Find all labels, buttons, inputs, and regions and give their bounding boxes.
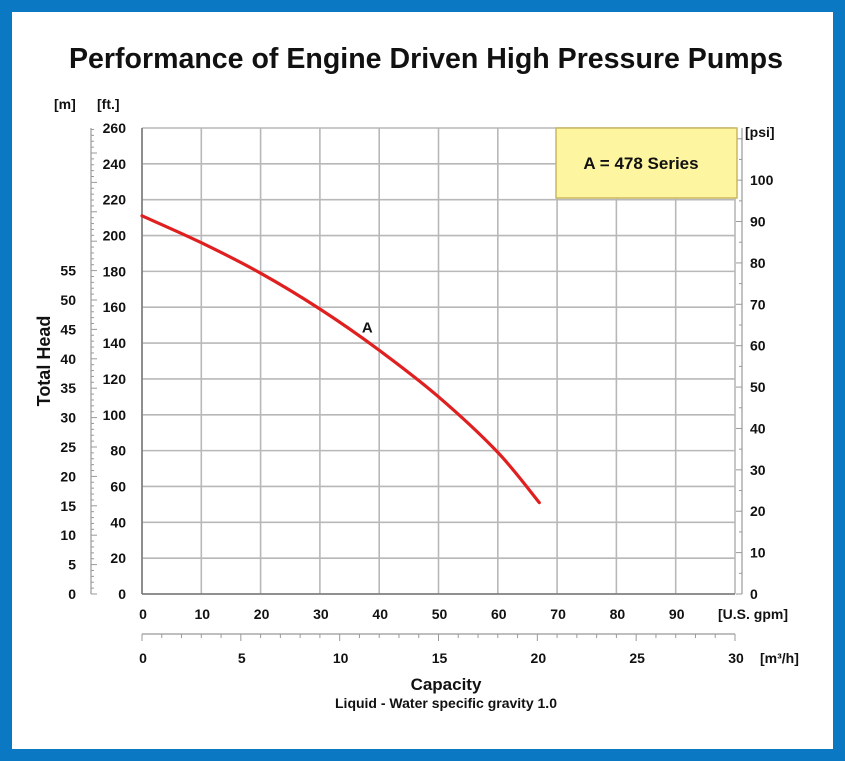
tick-label-m: 30 [60, 410, 76, 426]
tick-label-gpm: 50 [432, 606, 448, 622]
tick-label-psi: 30 [750, 462, 766, 478]
tick-label-psi: 70 [750, 296, 766, 312]
tick-label-m: 50 [60, 292, 76, 308]
tick-label-m: 0 [68, 586, 76, 602]
unit-m: [m] [54, 96, 76, 112]
tick-label-psi: 100 [750, 172, 774, 188]
legend-box: A = 478 Series [555, 127, 738, 199]
series-line-A [140, 214, 541, 505]
unit-psi: [psi] [745, 124, 775, 140]
tick-label-m3h: 20 [531, 650, 547, 666]
tick-label-m: 15 [60, 498, 76, 514]
tick-label-gpm: 70 [550, 606, 566, 622]
unit-gpm: [U.S. gpm] [718, 606, 788, 622]
legend-text: A = 478 Series [583, 154, 698, 173]
tick-label-ft: 0 [118, 586, 126, 602]
tick-label-m3h: 5 [238, 650, 246, 666]
tick-label-psi: 60 [750, 338, 766, 354]
tick-label-gpm: 20 [254, 606, 270, 622]
tick-label-ft: 180 [103, 263, 127, 279]
tick-label-m: 45 [60, 321, 76, 337]
tick-label-gpm: 80 [610, 606, 626, 622]
tick-label-gpm: 40 [372, 606, 388, 622]
chart-note: Liquid - Water specific gravity 1.0 [335, 695, 557, 711]
tick-label-m: 25 [60, 439, 76, 455]
tick-labels: 0204060801001201401601802002202402600510… [60, 120, 773, 666]
series-group: A [140, 214, 541, 505]
tick-label-m: 55 [60, 263, 76, 279]
y-axis-title: Total Head [34, 316, 54, 407]
tick-label-ft: 140 [103, 335, 127, 351]
tick-label-m3h: 0 [139, 650, 147, 666]
tick-label-psi: 20 [750, 503, 766, 519]
tick-label-psi: 80 [750, 255, 766, 271]
tick-label-ft: 80 [110, 443, 126, 459]
unit-ft: [ft.] [97, 96, 120, 112]
unit-m3h: [m³/h] [760, 650, 799, 666]
tick-label-psi: 0 [750, 586, 758, 602]
tick-label-m: 35 [60, 380, 76, 396]
tick-label-gpm: 60 [491, 606, 507, 622]
tick-label-psi: 10 [750, 545, 766, 561]
tick-label-psi: 40 [750, 420, 766, 436]
tick-label-ft: 240 [103, 156, 127, 172]
tick-label-m: 20 [60, 468, 76, 484]
tick-label-ft: 40 [110, 514, 126, 530]
series-label-A: A [362, 319, 373, 336]
tick-label-psi: 90 [750, 214, 766, 230]
tick-label-ft: 60 [110, 478, 126, 494]
tick-label-m: 10 [60, 527, 76, 543]
tick-label-ft: 220 [103, 192, 127, 208]
tick-label-m3h: 25 [629, 650, 645, 666]
tick-label-gpm: 90 [669, 606, 685, 622]
tick-label-m3h: 30 [728, 650, 744, 666]
tick-label-m3h: 15 [432, 650, 448, 666]
tick-label-ft: 200 [103, 228, 127, 244]
tick-label-ft: 260 [103, 120, 127, 136]
grid [141, 127, 736, 595]
chart-title: Performance of Engine Driven High Pressu… [69, 43, 783, 75]
tick-label-m: 40 [60, 351, 76, 367]
tick-label-ft: 120 [103, 371, 127, 387]
x-axis-title: Capacity [411, 675, 482, 694]
tick-label-psi: 50 [750, 379, 766, 395]
tick-label-m: 5 [68, 557, 76, 573]
tick-label-ft: 20 [110, 550, 126, 566]
tick-label-gpm: 10 [195, 606, 211, 622]
tick-label-ft: 100 [103, 407, 127, 423]
axes [90, 128, 743, 641]
tick-label-gpm: 30 [313, 606, 329, 622]
tick-label-gpm: 0 [139, 606, 147, 622]
tick-label-ft: 160 [103, 299, 127, 315]
tick-label-m3h: 10 [333, 650, 349, 666]
